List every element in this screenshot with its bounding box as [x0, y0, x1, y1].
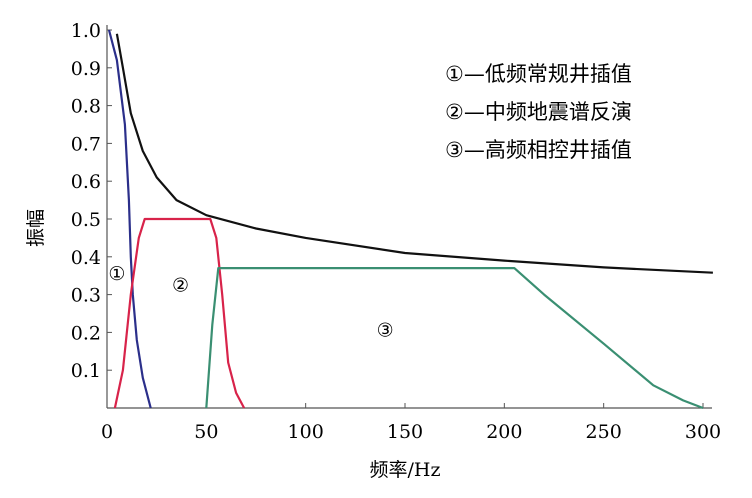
y-tick-label: 0.5: [71, 209, 101, 231]
y-tick-label: 0.9: [71, 58, 101, 80]
series-line-3: [205, 267, 704, 410]
x-tick-label: 200: [486, 421, 522, 443]
series-line-0: [115, 33, 713, 274]
series-line-2: [113, 217, 246, 409]
y-tick-label: 0.1: [71, 360, 101, 382]
x-tick-label: 150: [387, 421, 423, 443]
region-label-3: ③: [377, 320, 394, 342]
y-tick-label: 0.6: [71, 171, 101, 193]
legend-item-3: ③—高频相控井插值: [445, 138, 632, 162]
region-label-1: ①: [108, 263, 125, 285]
y-axis-label: 振幅: [25, 209, 47, 247]
y-tick-label: 0.8: [71, 96, 101, 118]
y-tick-label: 0.3: [71, 285, 101, 307]
y-tick-label: 0.7: [71, 133, 101, 155]
x-tick-label: 250: [586, 421, 622, 443]
x-tick-label: 0: [101, 421, 113, 443]
x-tick-label: 100: [288, 421, 324, 443]
series-line-1: [107, 29, 152, 409]
legend-item-2: ②—中频地震谱反演: [445, 100, 632, 124]
region-label-2: ②: [172, 274, 189, 296]
y-tick-label: 0.2: [71, 322, 101, 344]
y-tick-label: 0.4: [71, 247, 101, 269]
legend-item-1: ①—低频常规井插值: [445, 62, 632, 86]
x-axis-label: 频率/Hz: [370, 459, 441, 481]
y-tick-label: 1.0: [71, 20, 101, 42]
x-tick-label: 50: [194, 421, 218, 443]
x-tick-label: 300: [685, 421, 721, 443]
